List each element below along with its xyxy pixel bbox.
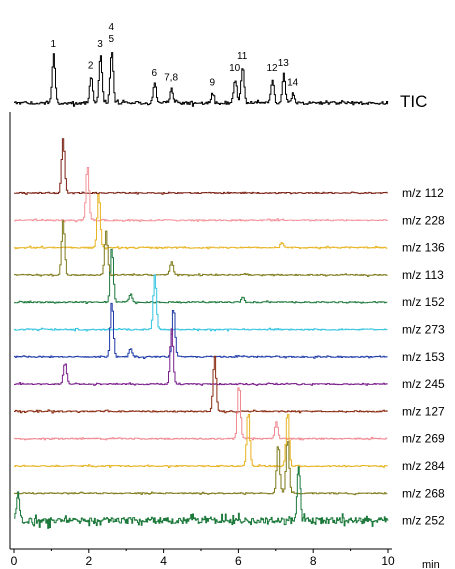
trace-label: m/z 268 xyxy=(402,486,445,500)
trace-label: m/z 228 xyxy=(402,213,445,227)
tic-peak-label-11: 13 xyxy=(278,58,290,69)
trace-line xyxy=(14,328,388,386)
trace-line xyxy=(14,193,388,250)
tic-peak-label-12: 14 xyxy=(287,77,299,88)
trace-label: m/z 113 xyxy=(402,268,444,282)
trace-line xyxy=(14,413,388,468)
trace-line xyxy=(14,274,388,332)
tic-peak-label-2: 2 xyxy=(88,61,94,72)
tic-series-label: TIC xyxy=(400,92,427,111)
trace-label: m/z 273 xyxy=(402,323,445,337)
tic-peak-label-5: 6 xyxy=(151,68,157,79)
trace-label: m/z 284 xyxy=(402,459,445,473)
x-tick-label-2: 2 xyxy=(85,554,92,568)
tic-peak-label-3: 3 xyxy=(97,39,103,50)
tic-peak-label-1: 1 xyxy=(50,39,56,50)
trace-line xyxy=(14,248,388,305)
x-tick-label-4: 4 xyxy=(160,554,167,568)
trace-label: m/z 252 xyxy=(402,514,445,528)
trace-line xyxy=(14,220,388,277)
trace-line xyxy=(14,441,388,496)
trace-line xyxy=(14,355,388,414)
tic-trace xyxy=(14,52,389,107)
trace-line xyxy=(14,167,388,223)
x-tick-label-0: 0 xyxy=(11,554,18,568)
trace-line xyxy=(14,466,389,529)
x-axis-unit: min xyxy=(422,559,440,569)
tic-peak-label-7: 9 xyxy=(209,77,215,88)
trace-label: m/z 245 xyxy=(402,377,445,391)
trace-line xyxy=(14,387,388,441)
x-tick-label-8: 8 xyxy=(310,554,317,568)
trace-label: m/z 112 xyxy=(402,186,444,200)
x-tick-label-6: 6 xyxy=(235,554,242,568)
trace-label: m/z 152 xyxy=(402,295,445,309)
x-tick-label-10: 10 xyxy=(381,554,395,568)
tic-peak-label-10: 12 xyxy=(266,63,278,74)
trace-label: m/z 127 xyxy=(402,404,445,418)
trace-label: m/z 269 xyxy=(402,432,445,446)
trace-line xyxy=(14,302,388,359)
tic-peak-label-9: 11 xyxy=(237,51,248,62)
tic-peak-label-6: 7,8 xyxy=(164,73,178,84)
trace-line xyxy=(14,138,388,195)
tic-peak-label-8: 10 xyxy=(229,63,241,74)
trace-label: m/z 136 xyxy=(402,241,445,255)
trace-label: m/z 153 xyxy=(402,350,445,364)
